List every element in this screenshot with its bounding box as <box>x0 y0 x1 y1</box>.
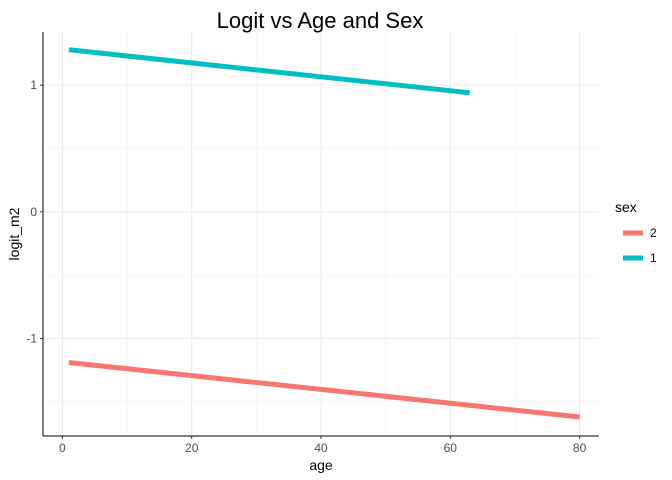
y-tick-label: 1 <box>30 78 37 92</box>
legend-entries: 21 <box>623 226 657 265</box>
chart-title: Logit vs Age and Sex <box>217 8 424 33</box>
x-tick-label: 60 <box>444 441 458 455</box>
legend-title: sex <box>615 199 637 215</box>
legend: sex 21 <box>615 199 657 265</box>
y-tick-label: -1 <box>26 331 37 345</box>
y-ticks: -1 0 1 <box>26 78 43 345</box>
series-line-sex-1 <box>68 47 470 96</box>
y-axis-title: logit_m2 <box>6 207 22 260</box>
series-layer <box>68 47 580 420</box>
x-ticks: 0 20 40 60 80 <box>59 436 587 455</box>
x-tick-label: 40 <box>314 441 328 455</box>
x-axis-title: age <box>309 457 333 473</box>
x-tick-label: 0 <box>59 441 66 455</box>
legend-label-sex-2: 2 <box>650 226 657 240</box>
y-tick-label: 0 <box>30 205 37 219</box>
x-tick-label: 80 <box>573 441 587 455</box>
x-tick-label: 20 <box>185 441 199 455</box>
series-line-sex-2 <box>68 360 580 420</box>
grid-major <box>43 32 599 436</box>
legend-label-sex-1: 1 <box>650 251 657 265</box>
